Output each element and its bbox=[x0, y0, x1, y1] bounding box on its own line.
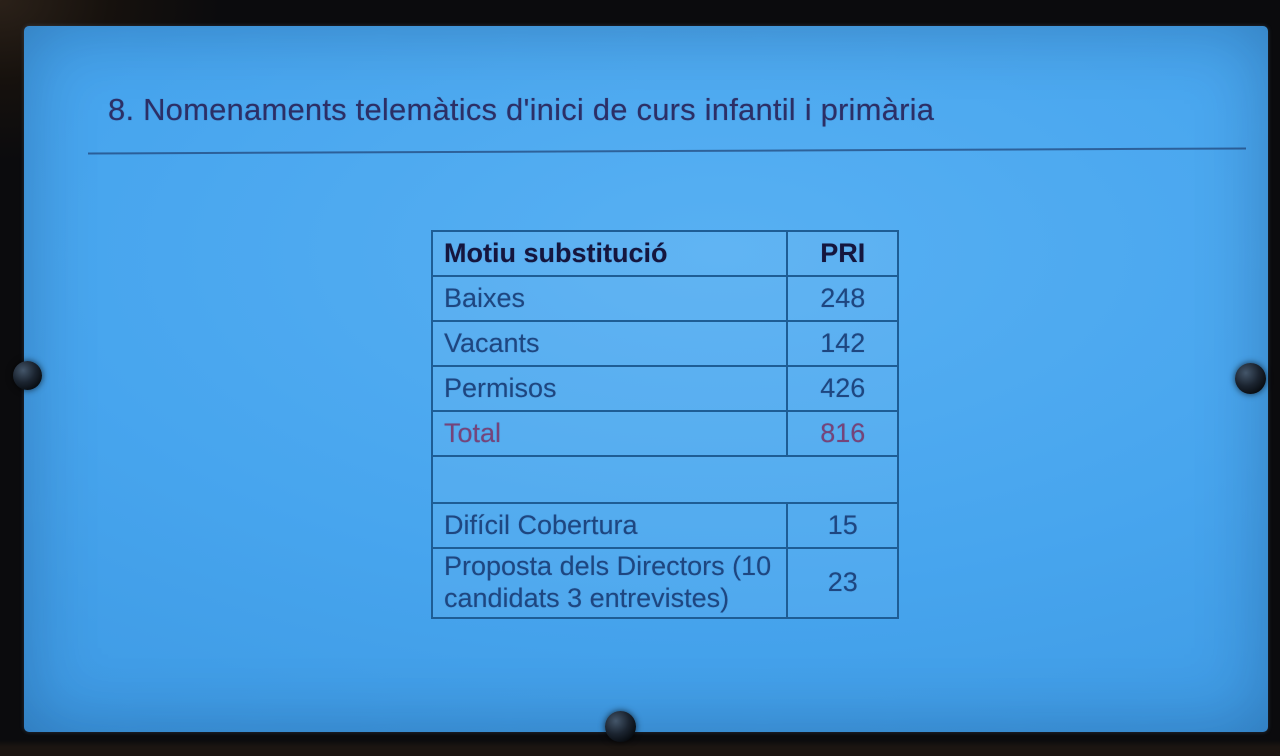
row-label-cell: Permisos bbox=[430, 365, 789, 412]
row-label-cell: Baixes bbox=[430, 275, 789, 322]
table-row: Permisos 426 bbox=[430, 365, 899, 412]
table-row: Total 816 bbox=[430, 410, 899, 457]
slide-title: 8. Nomenaments telemàtics d'inici de cur… bbox=[108, 92, 935, 127]
row-label-cell: Proposta dels Directors (10 candidats 3 … bbox=[430, 547, 789, 619]
row-label-cell bbox=[431, 455, 899, 504]
row-value-cell: 15 bbox=[786, 502, 899, 549]
header-pri: PRI bbox=[786, 230, 899, 277]
presentation-slide: 8. Nomenaments telemàtics d'inici de cur… bbox=[24, 26, 1268, 732]
table-header-row: Motiu substitució PRI bbox=[430, 230, 899, 277]
row-label-cell: Total bbox=[430, 410, 789, 457]
row-value-cell: 142 bbox=[786, 320, 899, 367]
title-underline bbox=[88, 147, 1246, 155]
table-row: Baixes 248 bbox=[430, 275, 899, 322]
header-motiu-substitucio: Motiu substitució bbox=[430, 230, 789, 277]
row-label-cell: Vacants bbox=[430, 320, 789, 367]
table-row: Vacants 142 bbox=[430, 320, 899, 367]
row-value-cell: 426 bbox=[786, 365, 899, 412]
row-value-cell: 248 bbox=[786, 275, 899, 322]
row-label-cell: Difícil Cobertura bbox=[430, 502, 789, 549]
monitor-screen: 8. Nomenaments telemàtics d'inici de cur… bbox=[24, 26, 1268, 732]
row-value-cell: 23 bbox=[786, 547, 899, 619]
substitution-table: Motiu substitució PRI Baixes 248 Vacants… bbox=[430, 230, 899, 619]
bezel-button-bottom-icon bbox=[605, 711, 636, 742]
table-row bbox=[431, 455, 899, 504]
table-row: Proposta dels Directors (10 candidats 3 … bbox=[430, 547, 899, 619]
row-value-cell: 816 bbox=[786, 410, 899, 457]
bezel-screw-left-icon bbox=[13, 361, 42, 390]
table-row: Difícil Cobertura 15 bbox=[430, 502, 899, 549]
bezel-screw-right-icon bbox=[1235, 363, 1266, 394]
substitution-table-body: Baixes 248 Vacants 142 Permisos 426 Tota… bbox=[430, 275, 899, 619]
